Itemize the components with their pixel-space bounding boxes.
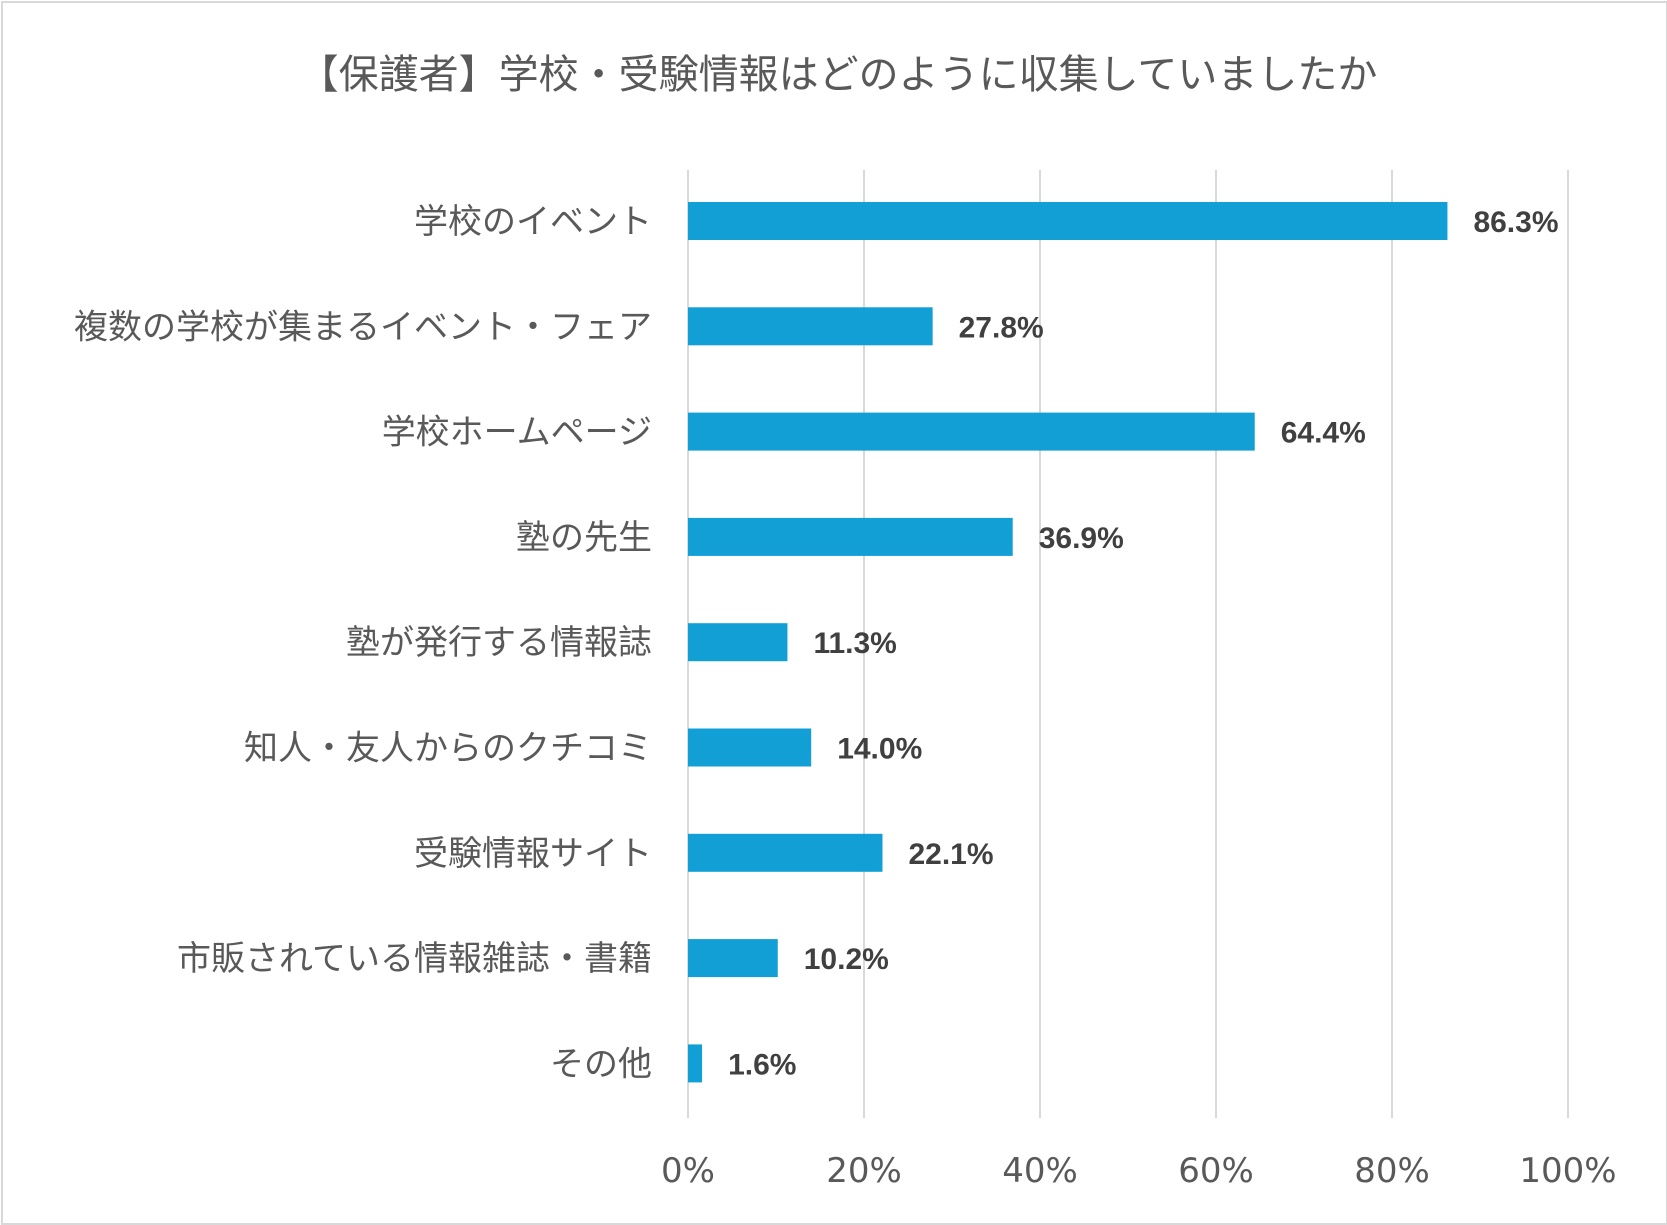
category-label: その他: [550, 1044, 652, 1084]
x-tick-label: 20%: [826, 1151, 902, 1191]
category-label: 学校ホームページ: [382, 413, 652, 453]
bar: [688, 728, 812, 767]
x-tick-label: 40%: [1002, 1151, 1078, 1191]
x-tick-label: 100%: [1519, 1151, 1616, 1191]
data-label: 22.1%: [908, 838, 993, 871]
bar: [688, 939, 778, 978]
data-label: 36.9%: [1039, 522, 1124, 555]
bar: [688, 833, 883, 872]
data-label: 64.4%: [1281, 417, 1366, 450]
category-label: 複数の学校が集まるイベント・フェア: [74, 307, 652, 347]
x-tick-label: 0%: [661, 1151, 715, 1191]
bar: [688, 307, 933, 346]
category-label: 市販されている情報雑誌・書籍: [177, 939, 652, 979]
bars: [688, 202, 1448, 1083]
data-label: 14.0%: [837, 733, 922, 766]
bar: [688, 1044, 703, 1083]
value-labels: 86.3% 27.8% 64.4% 36.9% 11.3% 14.0% 22.1% 10.2%…: [728, 206, 1558, 1081]
x-tick-label: 80%: [1354, 1151, 1430, 1191]
data-label: 86.3%: [1473, 206, 1558, 239]
bar: [688, 412, 1255, 451]
data-label: 10.2%: [804, 943, 889, 976]
category-label: 塾の先生: [516, 518, 652, 558]
category-label: 知人・友人からのクチコミ: [244, 729, 652, 769]
x-tick-label: 60%: [1178, 1151, 1254, 1191]
category-label: 塾が発行する情報誌: [346, 623, 652, 663]
category-labels: 学校のイベント複数の学校が集まるイベント・フェア学校ホームページ塾の先生塾が発行…: [74, 202, 652, 1084]
data-label: 27.8%: [959, 311, 1044, 344]
data-label: 11.3%: [813, 627, 896, 660]
bar: [688, 517, 1013, 556]
bar: [688, 202, 1448, 240]
category-label: 学校のイベント: [414, 202, 652, 242]
bar: [688, 623, 788, 662]
chart-title: 【保護者】学校・受験情報はどのように収集していましたか: [299, 52, 1378, 98]
x-axis-ticks: 0% 20% 40% 60% 80% 100%: [661, 1151, 1617, 1191]
category-label: 受験情報サイト: [414, 834, 652, 874]
data-label: 1.6%: [728, 1048, 796, 1081]
